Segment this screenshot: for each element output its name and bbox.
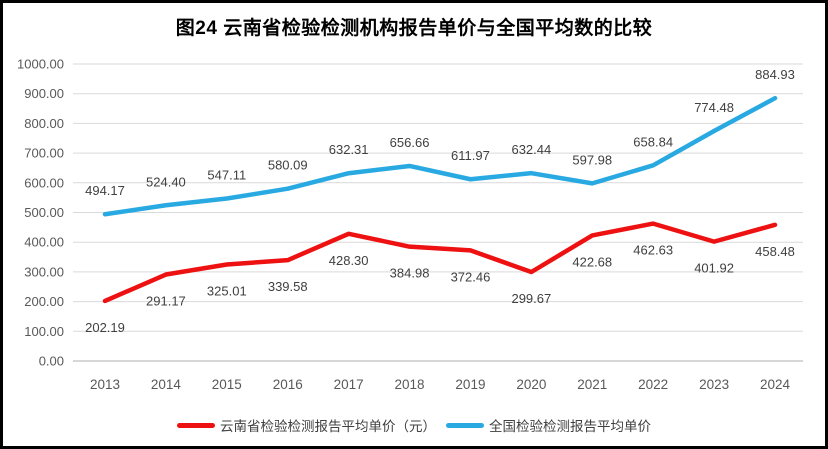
x-axis-tick-label: 2015: [212, 377, 242, 392]
legend-swatch-yunnan: [177, 422, 215, 428]
data-label-yunnan: 339.58: [268, 279, 308, 294]
data-label-yunnan: 202.19: [85, 320, 125, 335]
data-label-national: 632.31: [329, 142, 369, 157]
y-axis-tick-label: 700.00: [24, 146, 64, 161]
data-label-national: 611.97: [451, 148, 490, 163]
data-label-national: 547.11: [207, 168, 246, 183]
data-label-national: 580.09: [268, 158, 308, 173]
legend-item-national: 全国检验检测报告平均单价: [446, 415, 651, 435]
y-axis-tick-label: 100.00: [24, 324, 64, 339]
legend-label-national: 全国检验检测报告平均单价: [489, 419, 651, 434]
data-label-national: 658.84: [633, 134, 673, 149]
y-axis-tick-label: 800.00: [24, 116, 64, 131]
chart-title: 图24 云南省检验检测机构报告单价与全国平均数的比较: [175, 18, 653, 39]
data-label-national: 632.44: [511, 142, 551, 157]
y-axis-tick-label: 1000.00: [17, 57, 64, 72]
x-axis-tick-label: 2022: [638, 377, 668, 392]
data-label-yunnan: 291.17: [146, 294, 186, 309]
data-label-yunnan: 384.98: [390, 266, 430, 281]
chart-legend: 云南省检验检测报告平均单价（元） 全国检验检测报告平均单价: [3, 415, 825, 435]
x-axis-tick-label: 2013: [90, 377, 120, 392]
series-line-national: [102, 95, 778, 217]
data-label-national: 494.17: [85, 183, 125, 198]
x-axis-tick-label: 2018: [395, 377, 425, 392]
x-axis-tick-label: 2020: [516, 377, 546, 392]
x-axis-tick-label: 2016: [273, 377, 303, 392]
data-label-yunnan: 401.92: [694, 261, 734, 276]
y-axis-tick-label: 600.00: [24, 175, 64, 190]
data-label-yunnan: 458.48: [755, 244, 795, 259]
data-label-yunnan: 422.68: [572, 254, 612, 269]
x-axis-tick-label: 2024: [760, 377, 791, 392]
x-axis-tick-label: 2019: [455, 377, 485, 392]
data-label-yunnan: 428.30: [329, 253, 369, 268]
x-axis-tick-label: 2021: [577, 377, 607, 392]
data-label-yunnan: 325.01: [207, 283, 247, 298]
data-label-national: 774.48: [694, 100, 734, 115]
data-label-national: 884.93: [755, 67, 795, 82]
y-axis-tick-label: 900.00: [24, 86, 64, 101]
data-label-national: 597.98: [572, 152, 612, 167]
data-label-national: 656.66: [390, 135, 430, 150]
y-axis-tick-label: 300.00: [24, 264, 64, 279]
series-line-yunnan: [102, 221, 778, 304]
data-label-national: 524.40: [146, 174, 186, 189]
legend-swatch-national: [446, 422, 484, 428]
x-axis-tick-label: 2014: [151, 377, 182, 392]
data-label-yunnan: 462.63: [633, 243, 673, 258]
y-axis-tick-label: 500.00: [24, 205, 64, 220]
y-axis-tick-label: 200.00: [24, 294, 64, 309]
legend-label-yunnan: 云南省检验检测报告平均单价（元）: [220, 419, 436, 434]
y-axis-tick-label: 400.00: [24, 235, 64, 250]
y-axis-tick-label: 0.00: [39, 354, 64, 369]
line-chart-plot: 0.00 100.00 200.00 300.00 400.00 500.00 600.00…: [17, 57, 803, 392]
x-axis-tick-label: 2023: [699, 377, 729, 392]
x-axis-tick-label: 2017: [334, 377, 364, 392]
data-label-yunnan: 299.67: [511, 291, 551, 306]
legend-item-yunnan: 云南省检验检测报告平均单价（元）: [177, 415, 436, 435]
data-label-yunnan: 372.46: [451, 269, 491, 284]
